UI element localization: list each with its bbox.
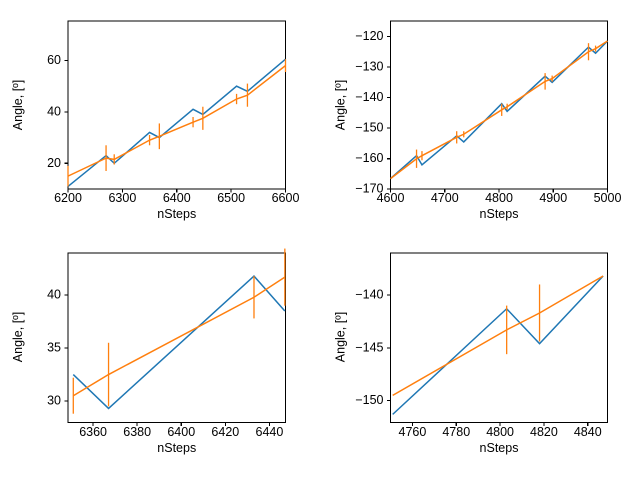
svg-text:4820: 4820 xyxy=(530,425,558,439)
svg-text:Angle, [º]: Angle, [º] xyxy=(334,80,348,130)
svg-text:4700: 4700 xyxy=(431,191,459,205)
svg-text:−140: −140 xyxy=(355,90,383,104)
svg-text:40: 40 xyxy=(47,288,61,302)
svg-text:5000: 5000 xyxy=(594,191,622,205)
svg-text:6380: 6380 xyxy=(123,425,151,439)
svg-text:−130: −130 xyxy=(355,60,383,74)
svg-text:nSteps: nSteps xyxy=(157,441,196,455)
svg-text:4900: 4900 xyxy=(539,191,567,205)
svg-text:−160: −160 xyxy=(355,151,383,165)
svg-text:40: 40 xyxy=(47,104,61,118)
svg-text:30: 30 xyxy=(47,394,61,408)
svg-text:Angle, [º]: Angle, [º] xyxy=(11,80,25,130)
svg-text:−150: −150 xyxy=(355,121,383,135)
svg-text:6500: 6500 xyxy=(217,191,245,205)
svg-text:nSteps: nSteps xyxy=(157,207,196,221)
svg-text:nSteps: nSteps xyxy=(480,441,519,455)
svg-text:6300: 6300 xyxy=(108,191,136,205)
svg-text:−145: −145 xyxy=(355,340,383,354)
svg-text:−150: −150 xyxy=(355,393,383,407)
svg-text:6600: 6600 xyxy=(272,191,300,205)
svg-text:60: 60 xyxy=(47,53,61,67)
svg-text:4800: 4800 xyxy=(485,191,513,205)
svg-text:6440: 6440 xyxy=(256,425,284,439)
svg-text:nSteps: nSteps xyxy=(480,207,519,221)
svg-text:−170: −170 xyxy=(355,182,383,196)
svg-text:4800: 4800 xyxy=(486,425,514,439)
svg-text:4760: 4760 xyxy=(399,425,427,439)
svg-text:−140: −140 xyxy=(355,288,383,302)
svg-text:6360: 6360 xyxy=(79,425,107,439)
svg-text:6200: 6200 xyxy=(54,191,82,205)
svg-text:4780: 4780 xyxy=(442,425,470,439)
svg-text:6420: 6420 xyxy=(211,425,239,439)
svg-text:35: 35 xyxy=(47,341,61,355)
svg-text:6400: 6400 xyxy=(163,191,191,205)
svg-text:−120: −120 xyxy=(355,29,383,43)
svg-text:Angle, [º]: Angle, [º] xyxy=(334,312,348,362)
svg-text:20: 20 xyxy=(47,156,61,170)
svg-text:4840: 4840 xyxy=(574,425,602,439)
svg-text:6400: 6400 xyxy=(167,425,195,439)
svg-text:Angle, [º]: Angle, [º] xyxy=(11,312,25,362)
